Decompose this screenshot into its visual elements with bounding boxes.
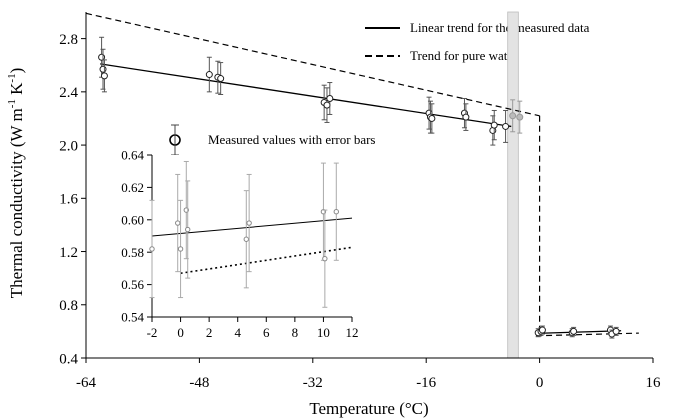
main-data-point	[570, 327, 578, 335]
phase-band-rect	[507, 11, 519, 359]
main-data-point	[100, 72, 108, 80]
inset-data-point	[175, 220, 181, 226]
inset-x-tick-label: 8	[292, 325, 299, 340]
main-data-points	[98, 36, 620, 339]
inset-water-trend-line	[180, 246, 353, 275]
inset-x-tick-label: -2	[147, 325, 158, 340]
inset-x-tick-label: 6	[263, 325, 270, 340]
main-data-point	[509, 112, 517, 120]
y-axis-title-end: )	[7, 68, 26, 74]
main-data-point	[502, 122, 510, 130]
main-y-tick-label: 2.0	[59, 138, 78, 154]
main-data-point	[99, 65, 107, 73]
main-data-point	[490, 121, 498, 129]
main-x-tick-label: 16	[646, 375, 662, 391]
main-x-tick-label: 0	[536, 375, 544, 391]
inset-y-tick-label: 0.54	[121, 310, 144, 325]
inset-x-tick-label: 4	[234, 325, 241, 340]
main-data-point	[217, 75, 225, 83]
legend-label-water-trend: Trend for pure water	[410, 48, 518, 63]
main-x-tick-label: -48	[189, 375, 209, 391]
inset-x-tick-label: 12	[346, 325, 359, 340]
inset-y-tick-label: 0.60	[121, 212, 144, 227]
main-data-point	[516, 113, 524, 121]
main-trend-lines	[85, 12, 639, 337]
main-y-tick-label: 1.6	[59, 192, 78, 208]
inset-data-point	[333, 209, 339, 215]
main-axes: -64 -48 -32 -16 0 16 0.4 0.8 1.2 1.6 2.0 2.4 2.8	[59, 12, 661, 391]
main-data-point	[462, 113, 470, 121]
x-axis-title: Temperature (°C)	[309, 399, 428, 418]
inset-x-tick-label: 2	[206, 325, 213, 340]
inset-y-tick-label: 0.56	[121, 277, 144, 292]
inset-data-points	[149, 160, 339, 308]
y-axis-title-mid: K	[7, 82, 26, 99]
main-y-tick-label: 1.2	[59, 245, 78, 261]
legend-label-measured: Measured values with error bars	[208, 132, 376, 147]
legend-label-linear-trend: Linear trend for the measured data	[410, 20, 590, 35]
main-y-tick-label: 2.4	[59, 85, 78, 101]
inset-background	[152, 155, 352, 317]
main-x-tick-label: -32	[303, 375, 323, 391]
inset-x-tick-label: 0	[177, 325, 184, 340]
main-data-point	[326, 95, 334, 102]
main-data-point	[538, 326, 546, 334]
main-x-tick-label: -16	[416, 375, 436, 391]
main-linear-trend-line	[100, 63, 512, 128]
y-axis-title-sup2: -1	[6, 73, 18, 82]
main-data-point	[323, 101, 331, 109]
inset-panel	[152, 155, 352, 317]
inset-data-point	[177, 246, 184, 252]
main-y-tick-label: 0.4	[59, 351, 78, 367]
inset-y-tick-label: 0.64	[121, 148, 144, 163]
inset-trend-lines	[151, 217, 353, 275]
inset-x-tick-label: 10	[317, 325, 330, 340]
inset-data-point	[149, 246, 155, 252]
main-x-tick-label: -64	[76, 375, 96, 391]
inset-axes: -2 0 2 4 6 8 10 12 0.54 0.56 0.58 0.60 0.62 0.64	[121, 148, 358, 340]
main-water-trend-line	[536, 332, 639, 337]
main-y-tick-label: 0.8	[59, 298, 78, 314]
inset-data-point	[246, 220, 252, 226]
inset-data-point	[322, 255, 328, 262]
inset-linear-trend-line	[151, 217, 353, 237]
y-axis-title-sup1: -1	[6, 99, 18, 108]
main-data-point	[428, 114, 436, 122]
y-axis-title: Thermal conductivity (W m-1 K-1)	[6, 68, 26, 299]
main-y-tick-label: 2.8	[59, 32, 78, 48]
inset-data-point	[185, 226, 191, 233]
inset-y-tick-label: 0.58	[121, 245, 144, 260]
phase-transition-band	[507, 11, 519, 359]
main-linear-trend-line	[536, 330, 622, 335]
legend: Linear trend for the measured data Trend…	[169, 20, 590, 156]
main-data-point	[98, 53, 106, 61]
main-water-trend-line	[85, 12, 540, 117]
inset-data-point	[243, 236, 249, 242]
inset-y-tick-label: 0.62	[121, 180, 144, 195]
main-data-point	[612, 327, 620, 335]
main-data-point	[205, 71, 213, 79]
